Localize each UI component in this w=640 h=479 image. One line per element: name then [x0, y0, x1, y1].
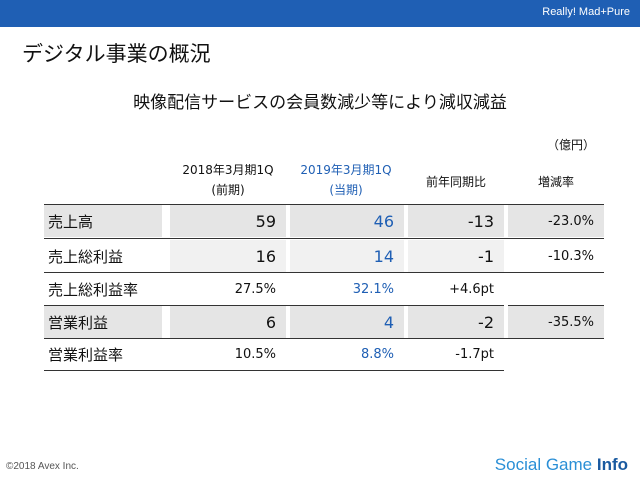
table-rule: [508, 305, 604, 306]
column-header-curr: 2019年3月期1Q (当期): [288, 160, 404, 200]
row-label-operating-profit: 営業利益: [44, 306, 162, 338]
column-header-yoy: 前年同期比: [425, 175, 486, 189]
cell-operating-profit-yoy: -2: [408, 306, 504, 338]
row-label-gross-margin: 売上総利益率: [48, 280, 139, 299]
cell-gross-profit-prev: 16: [170, 240, 286, 272]
column-header-prev-line1: 2018年3月期1Q: [182, 163, 274, 177]
watermark-part-a: Social Game: [494, 455, 597, 474]
cell-operating-profit-prev: 6: [170, 306, 286, 338]
column-header-rate: 増減率: [537, 175, 574, 189]
brand-tagline: Really! Mad+Pure: [542, 6, 630, 18]
table-rule: [44, 305, 504, 306]
table-rule-top: [44, 204, 604, 205]
cell-sales-curr: 46: [290, 205, 404, 237]
cell-gross-profit-curr: 14: [290, 240, 404, 272]
top-bar: Really! Mad+Pure: [0, 0, 640, 27]
cell-sales-rate: -23.0%: [508, 205, 604, 237]
column-header-curr-line2: (当期): [329, 183, 363, 197]
page-title: デジタル事業の概況: [22, 42, 211, 66]
column-header-curr-line1: 2019年3月期1Q: [300, 163, 392, 177]
table-rule: [44, 338, 604, 339]
cell-gross-profit-rate: -10.3%: [548, 248, 594, 264]
cell-operating-margin-curr: 8.8%: [360, 346, 394, 362]
table-rule: [44, 272, 604, 273]
row-label-operating-margin: 営業利益率: [48, 345, 124, 364]
cell-sales-prev: 59: [170, 205, 286, 237]
table-rule: [44, 238, 604, 239]
cell-operating-margin-prev: 10.5%: [234, 346, 276, 362]
watermark-logo: Social Game Info: [495, 455, 628, 475]
cell-operating-profit-rate: -35.5%: [508, 306, 604, 338]
row-label-gross-profit: 売上総利益: [48, 247, 124, 266]
cell-operating-profit-curr: 4: [290, 306, 404, 338]
cell-operating-margin-yoy: -1.7pt: [455, 346, 494, 362]
copyright: ©2018 Avex Inc.: [6, 461, 79, 472]
page-subtitle: 映像配信サービスの会員数減少等により減収減益: [133, 93, 507, 113]
column-header-prev: 2018年3月期1Q (前期): [170, 160, 286, 200]
cell-gross-margin-prev: 27.5%: [234, 281, 276, 297]
unit-label: （億円）: [547, 138, 596, 152]
table-rule-bottom: [44, 370, 504, 371]
row-label-sales: 売上高: [44, 205, 162, 237]
column-header-prev-line2: (前期): [211, 183, 245, 197]
cell-gross-margin-curr: 32.1%: [352, 281, 394, 297]
cell-sales-yoy: -13: [408, 205, 504, 237]
cell-gross-margin-yoy: +4.6pt: [449, 281, 494, 297]
cell-gross-profit-yoy: -1: [408, 240, 504, 272]
watermark-part-b: Info: [596, 455, 628, 474]
